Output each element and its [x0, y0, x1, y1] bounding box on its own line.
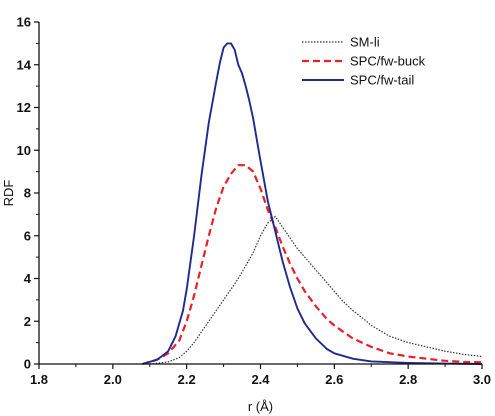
y-tick-label: 12	[17, 100, 31, 115]
x-tick-label: 2.0	[104, 372, 122, 387]
series-layer	[142, 42, 483, 366]
x-axis-title: r (Å)	[248, 399, 273, 414]
y-tick-label: 0	[24, 357, 31, 372]
legend-label-2: SPC/fw-buck	[350, 54, 426, 69]
x-tick-label: 2.8	[399, 372, 417, 387]
y-axis-title: RDF	[1, 180, 16, 207]
y-tick-label: 10	[17, 143, 31, 158]
y-tick-label: 16	[17, 15, 31, 30]
y-tick-label: 4	[24, 271, 32, 286]
x-tick-label: 2.4	[251, 372, 270, 387]
x-tick-label: 1.8	[30, 372, 48, 387]
series-line-1	[149, 215, 483, 365]
y-tick-label: 2	[24, 314, 31, 329]
y-tick-label: 6	[24, 228, 31, 243]
legend-label-1: SM-li	[350, 35, 380, 50]
legend-label-3: SPC/fw-tail	[350, 73, 414, 88]
x-tick-label: 2.2	[178, 372, 196, 387]
legend: SM-li SPC/fw-buck SPC/fw-tail	[302, 35, 426, 88]
x-tick-label: 2.6	[325, 372, 343, 387]
y-tick-label: 14	[17, 57, 32, 72]
y-tick-label: 8	[24, 186, 31, 201]
series-line-3	[142, 42, 483, 365]
axes-layer: 1.8 2.0 2.2 2.4 2.6 2.8 3.0 0 2 4 6 8 10 12 14 16	[17, 15, 492, 388]
x-tick-label: 3.0	[473, 372, 491, 387]
